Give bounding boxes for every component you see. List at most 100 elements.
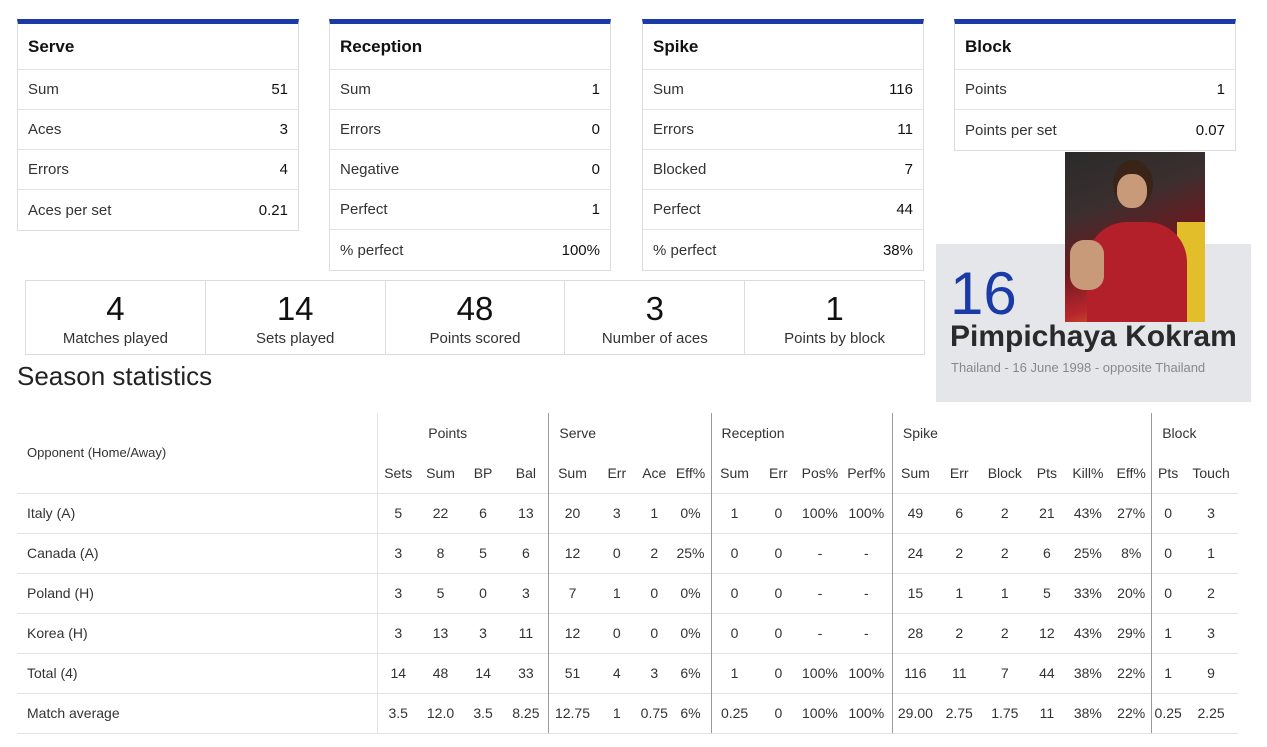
- stat-cell: 13: [503, 492, 549, 533]
- stat-cell: 3: [377, 572, 419, 613]
- stat-cell: 0: [757, 652, 800, 693]
- stat-cell: 0: [757, 692, 800, 734]
- player-photo: [1065, 152, 1205, 322]
- opponent-cell: Korea (H): [17, 612, 378, 653]
- block-card: Block Points 1 Points per set 0.07: [954, 19, 1236, 151]
- col-header: Sum: [548, 453, 596, 493]
- player-number: 16: [950, 260, 1017, 327]
- stat-cell: 4: [595, 652, 639, 693]
- stat-cell: 3: [503, 572, 549, 613]
- stat-cell: 100%: [799, 652, 841, 693]
- stat-cell: 0.25: [710, 692, 758, 734]
- table-row: Total (4) 14 48 14 33 51 4 3 6% 1 0 100% 100% 116 11 7 4…: [17, 652, 1238, 693]
- col-header: Err: [949, 464, 969, 481]
- summary-matches: 4 Matches played: [26, 281, 206, 354]
- stat-cell: 22%: [1111, 692, 1152, 734]
- card-title: Block: [955, 24, 1235, 70]
- card-title: Spike: [643, 24, 923, 70]
- stat-cell: 29.00: [891, 692, 938, 734]
- stat-cell: 28: [891, 612, 938, 653]
- col-header: Sets: [377, 453, 419, 493]
- stat-cell: 33: [503, 652, 549, 693]
- player-name: Pimpichaya Kokram: [950, 320, 1237, 353]
- stat-cell: 0: [1151, 532, 1185, 573]
- stat-cell: 0.75: [638, 692, 671, 734]
- card-row: Aces 3: [18, 110, 298, 150]
- stat-cell: 5: [418, 572, 463, 613]
- stat-cell: 1: [710, 492, 758, 533]
- summary-aces: 3 Number of aces: [565, 281, 746, 354]
- stat-cell: 0.25: [1151, 692, 1185, 734]
- stat-cell: 11: [503, 612, 549, 653]
- col-header: Sum: [426, 464, 455, 481]
- stat-cell: 11: [937, 652, 981, 693]
- stat-cell: 12: [1029, 612, 1065, 653]
- table-row: Korea (H) 3 13 3 11 12 0 0 0% 0 0- -28 2 2 12 43% 29% 1 3: [17, 612, 1238, 653]
- card-title: Serve: [18, 24, 298, 70]
- opponent-cell: Total (4): [17, 652, 378, 693]
- table-row: Match average 3.5 12.0 3.5 8.25 12.75 1 0.75 6% 0…: [17, 692, 1238, 734]
- summary-block-points: 1 Points by block: [784, 290, 886, 348]
- col-header: Bal: [515, 464, 536, 481]
- stat-cell: 21: [1029, 492, 1065, 533]
- stat-cell: 1: [1151, 652, 1185, 693]
- card-row: % perfect 38%: [653, 241, 913, 259]
- stat-cell: 2: [937, 612, 981, 653]
- stat-cell: 1: [710, 652, 758, 693]
- stat-cell: 14: [462, 652, 504, 693]
- stat-cell: 2: [980, 532, 1030, 573]
- table-row: Italy (A) 5 22 6 13 20 3 1 0% 1 0 100% 100% 49 6 2 21 43%…: [17, 492, 1238, 533]
- col-header: Sum: [891, 453, 938, 493]
- stat-cell: 0: [638, 572, 671, 613]
- stat-cell: 20%: [1111, 572, 1152, 613]
- stat-cell: 8: [418, 532, 463, 573]
- stat-cell: 3.5: [377, 692, 419, 734]
- stat-cell: 25%: [670, 532, 712, 573]
- stat-cell: 1: [1184, 532, 1238, 573]
- col-header: Pts: [1151, 453, 1185, 493]
- stat-cell: 11: [1029, 692, 1065, 734]
- stat-cell: 43%: [1064, 612, 1112, 653]
- stat-cell: 1: [638, 492, 671, 533]
- stat-cell: 0: [595, 612, 639, 653]
- stat-cell: 6%: [670, 652, 712, 693]
- card-row: Errors 0: [330, 110, 610, 150]
- player-info: Thailand - 16 June 1998 - opposite Thail…: [951, 360, 1206, 375]
- stat-cell: 2: [980, 492, 1030, 533]
- stat-cell: 0: [1151, 492, 1185, 533]
- col-header: Touch: [1192, 464, 1230, 481]
- stat-cell: 7: [548, 572, 596, 613]
- col-header: Ace: [642, 464, 667, 481]
- stat-cell: 22%: [1111, 652, 1152, 693]
- stat-cell: 1: [595, 572, 639, 613]
- serve-card: Serve Sum 51 Aces 3 Errors 4 Aces per set 0.…: [17, 19, 299, 231]
- col-header: Eff%: [1116, 464, 1146, 481]
- stat-cell: 38%: [1064, 692, 1112, 734]
- season-title: Season statistics: [17, 361, 213, 391]
- opponent-cell: Italy (A): [17, 492, 378, 533]
- card-row: Sum 116: [643, 70, 923, 110]
- stat-cell: 100%: [840, 492, 893, 533]
- stat-cell: 24: [891, 532, 938, 573]
- card-row: Perfect 1: [330, 190, 610, 230]
- stat-cell: -: [840, 532, 893, 573]
- card-row: Perfect 44: [643, 190, 923, 230]
- stat-cell: 1: [937, 572, 981, 613]
- stat-cell: 15: [891, 572, 938, 613]
- group-spike: Spike: [891, 413, 1152, 453]
- col-header: Err: [607, 464, 627, 481]
- col-header: Pts: [1036, 464, 1057, 481]
- stat-cell: 29%: [1111, 612, 1152, 653]
- stat-cell: 0: [757, 572, 800, 613]
- table-row: Canada (A) 3 8 5 6 12 0 2 25% 0 0- -24 2 2 6 25% 8% 0 1: [17, 532, 1238, 573]
- card-row: Blocked 7: [643, 150, 923, 190]
- card-row: Negative 0: [330, 150, 610, 190]
- stat-cell: -: [799, 572, 841, 613]
- group-reception: Reception: [710, 413, 893, 453]
- stat-cell: 44: [1029, 652, 1065, 693]
- summary-points: 48 Points scored: [386, 281, 566, 354]
- card-row: Points per set 0.07: [965, 121, 1225, 139]
- stat-cell: 51: [548, 652, 596, 693]
- stat-cell: 0%: [670, 612, 712, 653]
- card-row: % perfect 100%: [340, 241, 600, 259]
